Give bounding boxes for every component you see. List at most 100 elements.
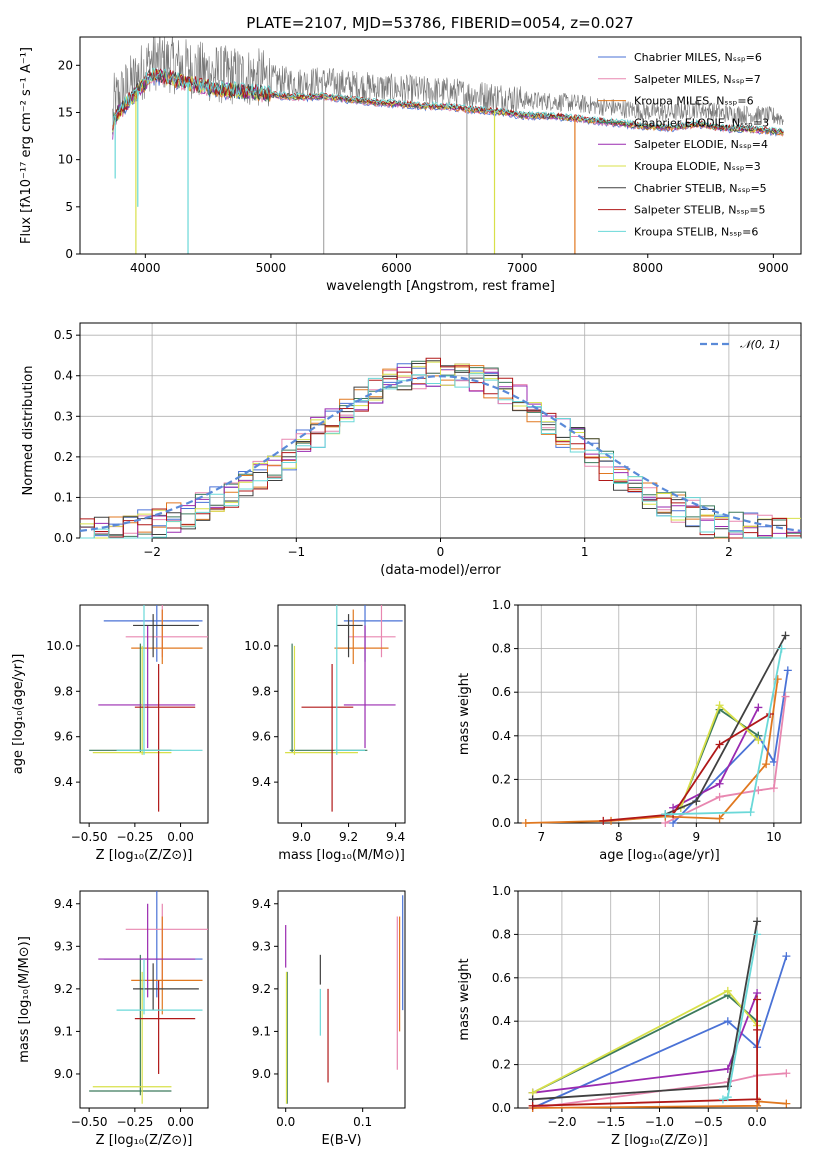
y-tick-label: 0.1	[54, 490, 73, 504]
figure-title: PLATE=2107, MJD=53786, FIBERID=0054, z=0…	[246, 14, 633, 32]
weight-marker	[753, 930, 762, 939]
y-tick-label: 9.1	[252, 1024, 271, 1038]
y-tick-label: 0.0	[492, 1101, 511, 1115]
y-tick-label: 0.3	[54, 409, 73, 423]
y-tick-label: 0.2	[54, 450, 73, 464]
y-tick-label: 0.0	[54, 531, 73, 545]
weight-marker	[753, 917, 762, 926]
weight-marker	[769, 784, 778, 793]
weight-marker	[782, 1099, 791, 1108]
x-tick-label: 0.00	[167, 830, 194, 844]
weight-marker	[753, 1095, 762, 1104]
y-tick-label: 1.0	[492, 884, 511, 898]
x-tick-label: 6000	[381, 261, 412, 275]
x-tick-label: 9.0	[292, 830, 311, 844]
y-tick-label: 5	[65, 200, 73, 214]
y-tick-label: 0.4	[54, 369, 73, 383]
x-tick-label: 0.0	[748, 1115, 767, 1129]
axes-frame-age_vs_mass	[277, 604, 406, 824]
x-tick-label: 0	[437, 545, 445, 559]
legend-entry-6: Chabrier STELIB, Nₛₛₚ=5	[634, 182, 767, 195]
x-tick-label: 0.0	[276, 1115, 295, 1129]
x-tick-label: 2	[725, 545, 733, 559]
axes-frame-mass_vs_Z	[79, 890, 209, 1109]
weight-line-0	[532, 955, 788, 1109]
observed-spectrum	[112, 37, 784, 130]
weight-line-2	[532, 1100, 787, 1109]
y-tick-label: 0.2	[492, 1058, 511, 1072]
x-tick-label: 5000	[256, 261, 287, 275]
weight-marker	[753, 1025, 762, 1034]
x-tick-label: −0.50	[71, 1115, 108, 1129]
normal-curve	[79, 375, 802, 532]
x-tick-label: 9	[693, 830, 701, 844]
y-tick-label: 9.2	[54, 982, 73, 996]
y-tick-label: 15	[58, 105, 73, 119]
y-axis-label: age [log₁₀(age/yr)]	[11, 654, 26, 775]
x-tick-label: 7000	[507, 261, 538, 275]
x-tick-label: −0.25	[116, 1115, 153, 1129]
weight-marker	[521, 819, 530, 827]
legend-entry-0: Chabrier MILES, Nₛₛₚ=6	[634, 51, 762, 64]
weight-marker	[762, 760, 771, 769]
y-tick-label: 1.0	[492, 598, 511, 612]
x-axis-label: Z [log₁₀(Z/Z⊙)]	[96, 1133, 193, 1148]
x-tick-label: 4000	[130, 261, 161, 275]
y-axis-label: mass [log₁₀(M/M⊙)]	[17, 936, 32, 1063]
spectrum-lines	[112, 37, 784, 254]
weight-marker	[782, 952, 791, 961]
y-tick-label: 0.6	[492, 685, 511, 699]
x-axis-label: Z [log₁₀(Z/Z⊙)]	[96, 848, 193, 863]
x-tick-label: 7	[537, 830, 545, 844]
y-tick-label: 9.4	[252, 775, 271, 789]
x-tick-label: −1.5	[596, 1115, 625, 1129]
y-axis-label: mass weight	[457, 673, 472, 755]
y-tick-label: 9.4	[54, 775, 73, 789]
y-axis-label: mass weight	[457, 958, 472, 1040]
y-tick-label: 0.0	[492, 816, 511, 830]
weight-marker	[782, 1069, 791, 1078]
weight-marker	[715, 792, 724, 801]
y-tick-label: 9.0	[252, 1067, 271, 1081]
y-axis-label: Normed distribution	[21, 366, 36, 496]
legend-entry-4: Salpeter ELODIE, Nₛₛₚ=4	[634, 138, 768, 151]
y-tick-label: 9.1	[54, 1024, 73, 1038]
weight-marker	[753, 995, 762, 1004]
x-axis-label: (data-model)/error	[380, 563, 501, 578]
weight-line-1	[532, 1072, 787, 1109]
x-tick-label: −1.0	[645, 1115, 674, 1129]
weight-marker	[754, 736, 763, 745]
x-tick-label: 10	[766, 830, 781, 844]
x-tick-label: −0.25	[116, 830, 153, 844]
weight-line-7	[603, 713, 771, 822]
y-tick-label: 9.6	[54, 730, 73, 744]
legend-entry-3: Chabrier ELODIE, Nₛₛₚ=3	[634, 116, 769, 129]
legend-entry-2: Kroupa MILES, Nₛₛₚ=6	[634, 95, 754, 108]
legend-normal-label: 𝒩(0, 1)	[740, 338, 780, 351]
y-tick-label: 0.5	[54, 328, 73, 342]
axes-frame-weight_vs_age	[517, 604, 802, 824]
x-tick-label: 0.00	[167, 1115, 194, 1129]
weight-marker	[754, 703, 763, 712]
axes-frame-spectrum	[79, 36, 802, 255]
weight-marker	[754, 786, 763, 795]
weight-line-0	[672, 670, 789, 824]
weight-marker	[715, 740, 724, 749]
x-axis-label: wavelength [Angstrom, rest frame]	[326, 279, 555, 294]
weight-marker	[723, 1093, 732, 1102]
y-tick-label: 9.2	[252, 982, 271, 996]
y-tick-label: 9.6	[252, 730, 271, 744]
x-tick-label: −2.0	[547, 1115, 576, 1129]
x-tick-label: −0.5	[694, 1115, 723, 1129]
axes-frame-mass_vs_ebv	[277, 890, 406, 1109]
weight-marker	[715, 814, 724, 823]
x-axis-label: Z [log₁₀(Z/Z⊙)]	[611, 1133, 708, 1148]
weight-marker	[715, 701, 724, 710]
weight-marker	[715, 779, 724, 788]
y-tick-label: 10	[58, 153, 73, 167]
y-axis-label: Flux [fλ10⁻¹⁷ erg cm⁻² s⁻¹ A⁻¹]	[19, 47, 34, 244]
y-tick-label: 10.0	[244, 639, 271, 653]
weight-marker	[746, 808, 755, 817]
x-axis-label: mass [log₁₀(M/M⊙)]	[278, 848, 405, 863]
